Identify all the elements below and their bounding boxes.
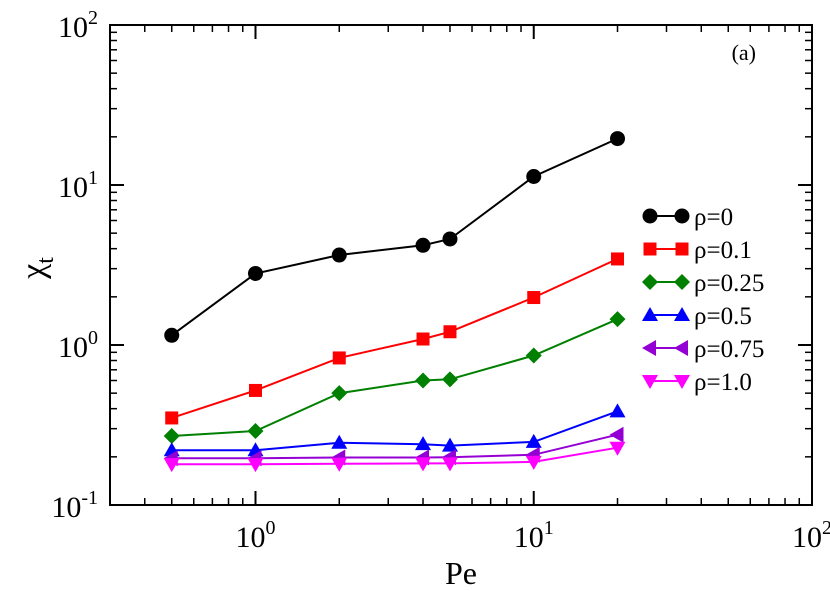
legend-marker (674, 340, 688, 356)
y-tick-label: 10-1 (51, 487, 98, 524)
data-point (443, 325, 457, 339)
legend-label: ρ=0 (694, 204, 733, 231)
legend-marker (674, 307, 690, 321)
series-line (171, 433, 618, 460)
data-point (609, 441, 626, 456)
data-point (415, 457, 432, 472)
data-point (163, 458, 180, 473)
svg-text:χt: χt (15, 257, 59, 280)
legend-entry: ρ=0.1 (643, 237, 752, 264)
legend-marker (675, 242, 689, 256)
y-tick-label: 102 (58, 7, 98, 44)
series-1 (165, 252, 625, 425)
data-point (609, 403, 626, 418)
legend-marker (642, 375, 658, 389)
x-tick-label: 102 (792, 517, 830, 554)
data-point (611, 252, 625, 266)
data-point (332, 351, 346, 365)
data-point (527, 291, 541, 305)
legend-label: ρ=0.25 (694, 270, 764, 297)
legend-entry: ρ=0 (642, 204, 733, 231)
data-point (609, 426, 624, 443)
data-point (525, 455, 542, 470)
legend-marker (642, 274, 658, 290)
legend-entry: ρ=0.5 (642, 303, 752, 330)
data-point (248, 383, 262, 397)
data-point (415, 436, 432, 451)
series-5 (163, 441, 626, 473)
legend-entry: ρ=0.25 (642, 270, 764, 297)
data-point (331, 457, 348, 472)
data-point (416, 332, 430, 346)
data-point (525, 347, 542, 364)
y-tick-label: 100 (58, 327, 98, 364)
series-line (171, 257, 618, 419)
data-point (331, 247, 347, 263)
data-point (247, 265, 263, 281)
series-line (171, 137, 618, 337)
data-point (163, 427, 180, 444)
data-point (442, 231, 458, 247)
x-tick-label: 101 (514, 517, 554, 554)
data-point (609, 311, 626, 328)
data-point (525, 433, 542, 448)
y-tick-label: 101 (58, 167, 98, 204)
data-point (415, 237, 431, 253)
legend-marker (674, 208, 690, 224)
data-point (415, 372, 432, 389)
legend-label: ρ=0.5 (694, 303, 752, 330)
data-point (441, 457, 458, 472)
legend-marker (643, 242, 657, 256)
y-axis-label: χt (15, 257, 59, 280)
plot-frame (109, 24, 813, 506)
legend-marker (642, 208, 658, 224)
y-axis-label-base: χ (15, 264, 52, 280)
series-3 (163, 403, 626, 457)
data-point (247, 458, 264, 473)
axis-ticks: 100 101 102 10-1 100 101 102 (51, 7, 830, 554)
series-0 (164, 131, 626, 343)
legend-label: ρ=1.0 (694, 369, 752, 396)
data-point (441, 371, 458, 388)
data-point (610, 131, 626, 147)
series-2 (163, 311, 626, 444)
legend-marker (642, 340, 656, 356)
series-line (171, 318, 618, 437)
x-axis-label: Pe (445, 555, 477, 591)
legend-entry: ρ=0.75 (642, 336, 764, 363)
data-point (441, 437, 458, 452)
x-tick-label: 100 (235, 517, 275, 554)
legend-label: ρ=0.75 (694, 336, 764, 363)
legend: ρ=0 ρ=0.1 ρ=0.25 ρ=0.5 ρ=0.75 ρ=1.0 (642, 204, 764, 396)
legend-label: ρ=0.1 (694, 237, 752, 264)
legend-entry: ρ=1.0 (642, 369, 752, 396)
panel-annotation: (a) (732, 40, 756, 65)
series-line (171, 410, 618, 452)
legend-marker (674, 375, 690, 389)
legend-marker (642, 307, 658, 321)
data-point (165, 411, 179, 425)
y-axis-label-subscript: t (33, 257, 59, 264)
data-series (163, 131, 626, 473)
data-point (164, 327, 180, 343)
data-point (331, 434, 348, 449)
data-point (331, 385, 348, 402)
legend-marker (674, 274, 690, 290)
data-point (526, 169, 542, 185)
data-point (247, 423, 264, 440)
